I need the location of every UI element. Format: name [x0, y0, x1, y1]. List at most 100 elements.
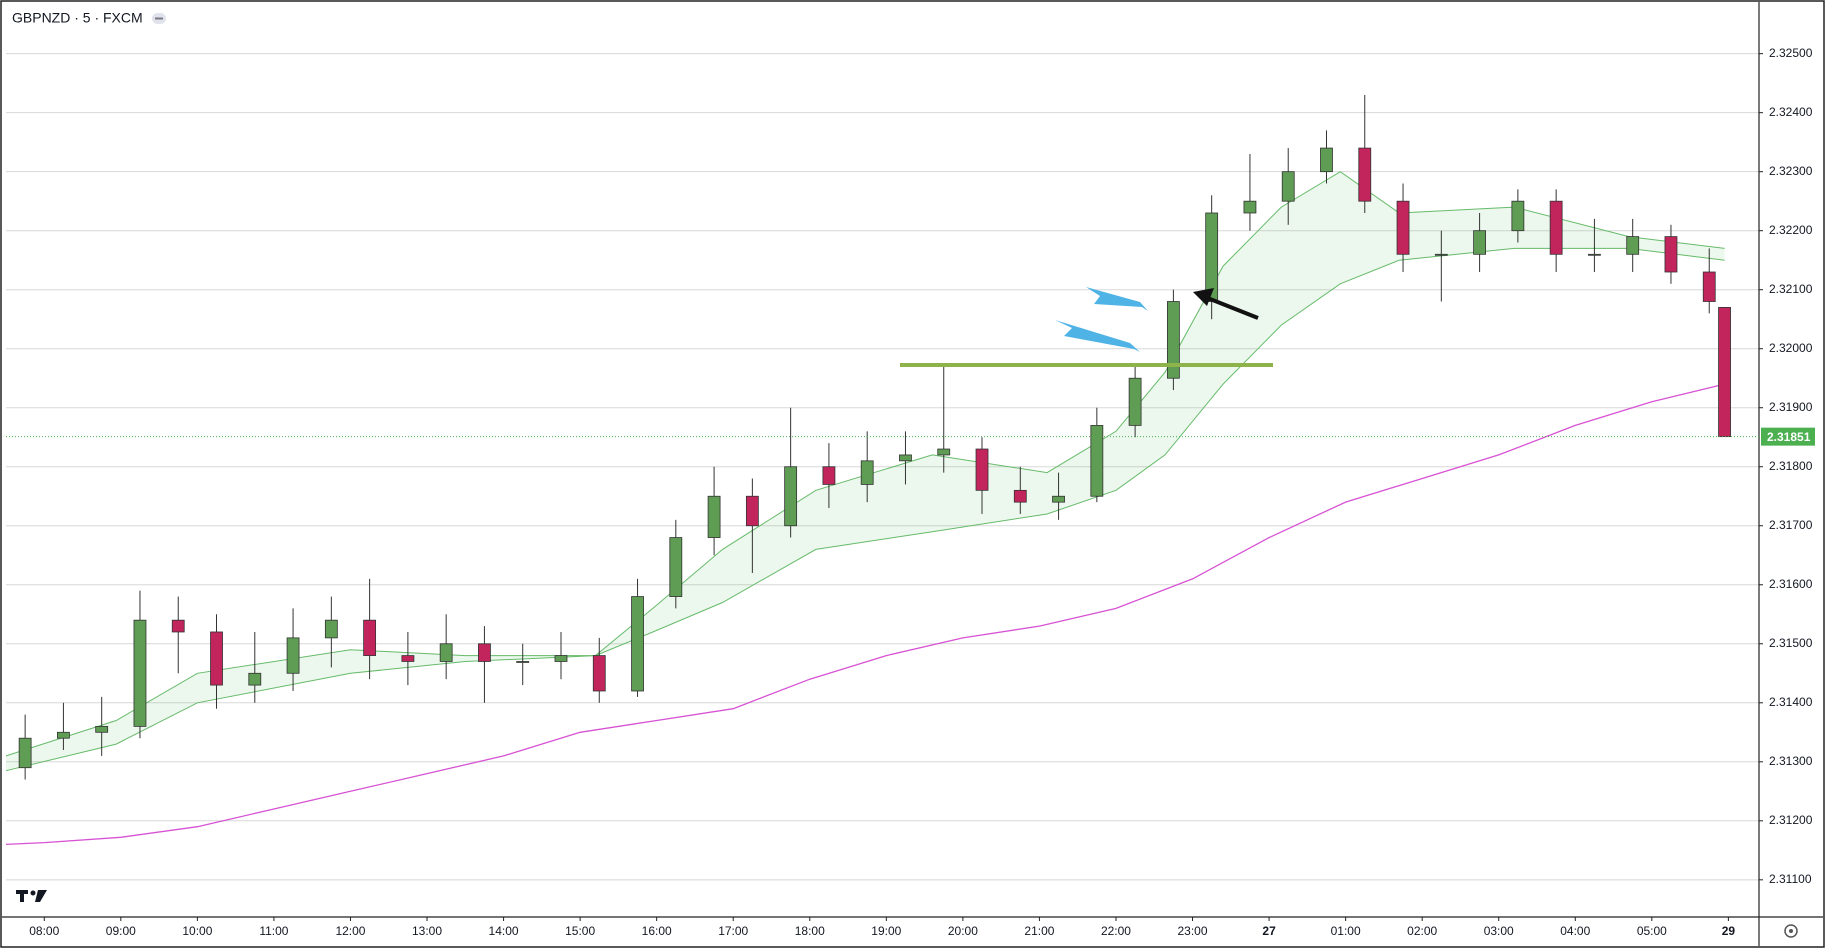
candle-body [248, 672, 262, 686]
candle-body [784, 466, 798, 527]
candle-body [401, 655, 415, 662]
candle-body [1281, 171, 1295, 202]
candle-body [822, 466, 836, 485]
settings-button[interactable] [1784, 924, 1798, 938]
x-tick-label: 23:00 [1178, 924, 1208, 938]
black-arrow-head [1193, 288, 1214, 306]
x-tick-label: 09:00 [106, 924, 136, 938]
x-tick-label: 04:00 [1560, 924, 1590, 938]
x-tick-label: 22:00 [1101, 924, 1131, 938]
candle-body [478, 643, 491, 662]
candle-body [516, 661, 530, 663]
y-tick-label: 2.32000 [1769, 341, 1813, 355]
candle-body [133, 619, 147, 727]
y-tick-label: 2.31100 [1769, 872, 1812, 886]
y-tick-label: 2.31500 [1769, 636, 1813, 650]
x-tick-label: 10:00 [182, 924, 212, 938]
candle-body [592, 655, 606, 692]
settings-icon [1789, 929, 1793, 933]
candle-body [1205, 212, 1219, 302]
x-tick-label: 11:00 [259, 924, 288, 938]
candle-body [1702, 271, 1716, 302]
y-tick-label: 2.31600 [1769, 577, 1813, 591]
blue-arrow [1055, 320, 1140, 352]
candle-body [707, 495, 721, 538]
y-tick-label: 2.32200 [1769, 223, 1813, 237]
y-tick-label: 2.32300 [1769, 164, 1813, 178]
candle-body [554, 655, 568, 662]
candle-body [439, 643, 453, 662]
candles [18, 94, 1731, 780]
candle-body [1013, 489, 1027, 503]
candle-body [975, 448, 989, 491]
x-tick-label: 12:00 [335, 924, 365, 938]
x-tick-label: 01:00 [1331, 924, 1361, 938]
tv-logo [16, 890, 47, 902]
candle-body [286, 637, 300, 674]
candle-body [937, 448, 951, 456]
candle-body [1243, 200, 1257, 214]
y-tick-label: 2.32400 [1769, 105, 1813, 119]
y-tick-label: 2.31300 [1769, 754, 1813, 768]
x-tick-label: 05:00 [1637, 924, 1667, 938]
x-tick-label: 27 [1262, 924, 1276, 938]
moving-average [5, 383, 1725, 846]
candle-body [1396, 200, 1410, 255]
candle-body [95, 725, 109, 733]
candle-body [210, 631, 223, 686]
last-price-label: 2.31851 [1767, 430, 1811, 444]
candle-body [1128, 377, 1142, 426]
candle-body [1320, 147, 1333, 173]
candle-body [1718, 307, 1731, 438]
candle-body [631, 596, 644, 692]
y-tick-label: 2.31200 [1769, 813, 1813, 827]
candle-body [18, 737, 32, 769]
black-arrow [1204, 295, 1259, 320]
candle-body [745, 495, 759, 527]
candle-body [1511, 200, 1525, 232]
y-tick-label: 2.31800 [1769, 459, 1813, 473]
candle-body [1626, 236, 1640, 255]
candle-body [1549, 200, 1563, 255]
candle-body [1090, 425, 1104, 497]
x-tick-label: 16:00 [642, 924, 672, 938]
y-tick-label: 2.31900 [1769, 400, 1813, 414]
x-tick-label: 29 [1722, 924, 1736, 938]
candle-body [1358, 147, 1372, 202]
collapse-icon [155, 17, 163, 20]
candle-body [1664, 236, 1678, 273]
candle-body [899, 454, 912, 462]
candle-body [1052, 495, 1065, 503]
candle-body [171, 619, 185, 633]
candle-body [57, 731, 70, 739]
x-tick-label: 17:00 [718, 924, 748, 938]
candle-body [1166, 301, 1180, 379]
last-price-box [1761, 427, 1815, 446]
candle-body [363, 619, 377, 656]
x-tick-label: 08:00 [29, 924, 59, 938]
candle-body [669, 537, 683, 597]
candle-body [1473, 230, 1486, 255]
x-tick-label: 03:00 [1484, 924, 1514, 938]
candle-body [860, 460, 874, 485]
candle-body [1434, 253, 1448, 256]
x-tick-label: 19:00 [871, 924, 901, 938]
chart-title: GBPNZD · 5 · FXCM [12, 10, 143, 26]
x-tick-label: 21:00 [1024, 924, 1054, 938]
x-tick-label: 13:00 [412, 924, 442, 938]
y-tick-label: 2.31400 [1769, 695, 1813, 709]
x-tick-label: 14:00 [489, 924, 519, 938]
x-tick-label: 02:00 [1407, 924, 1437, 938]
grid [6, 53, 1759, 881]
candle-body [324, 619, 338, 639]
y-tick-label: 2.31700 [1769, 518, 1813, 532]
y-tick-label: 2.32500 [1769, 46, 1813, 60]
x-tick-label: 18:00 [795, 924, 825, 938]
blue-arrow [1086, 287, 1148, 311]
x-tick-label: 15:00 [565, 924, 595, 938]
y-tick-label: 2.32100 [1769, 282, 1813, 296]
candle-body [1588, 253, 1601, 256]
